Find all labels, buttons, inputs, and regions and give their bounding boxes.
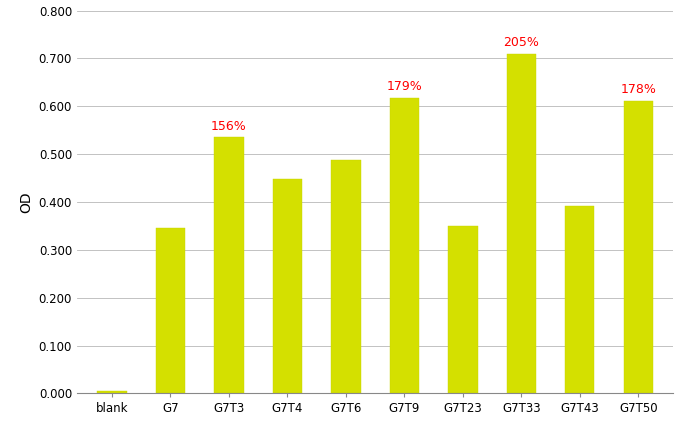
Text: 179%: 179% — [386, 80, 422, 93]
Bar — [215, 137, 244, 393]
Bar — [507, 53, 536, 393]
Bar — [331, 160, 361, 393]
Bar — [273, 179, 302, 393]
Bar — [156, 228, 185, 393]
Bar — [97, 391, 127, 393]
Text: 156%: 156% — [211, 120, 247, 133]
Text: 178%: 178% — [621, 83, 657, 96]
Bar — [448, 226, 477, 393]
Bar — [565, 206, 595, 393]
Text: 205%: 205% — [503, 36, 539, 49]
Bar — [624, 101, 653, 393]
Bar — [390, 98, 419, 393]
Y-axis label: OD: OD — [19, 191, 33, 213]
